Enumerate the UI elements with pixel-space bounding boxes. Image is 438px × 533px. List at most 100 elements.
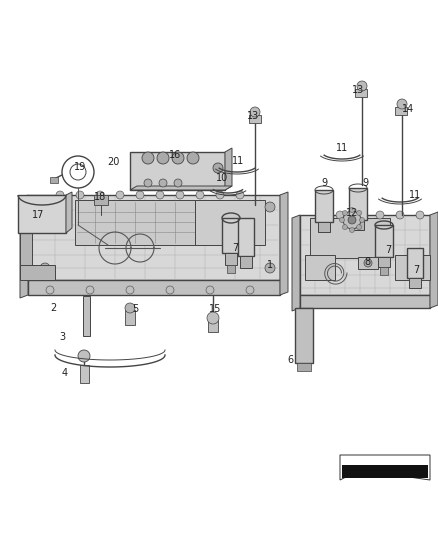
- Circle shape: [397, 99, 407, 109]
- Bar: [20, 265, 55, 280]
- Bar: [125, 310, 135, 325]
- Circle shape: [343, 211, 361, 229]
- Bar: [395, 255, 430, 280]
- Circle shape: [216, 191, 224, 199]
- Circle shape: [357, 224, 362, 230]
- Circle shape: [40, 263, 50, 273]
- Circle shape: [376, 211, 384, 219]
- Circle shape: [136, 191, 144, 199]
- Bar: [310, 218, 390, 258]
- Circle shape: [357, 81, 367, 91]
- Polygon shape: [66, 192, 72, 233]
- Circle shape: [78, 350, 90, 362]
- Text: 13: 13: [352, 85, 364, 95]
- Bar: [227, 265, 235, 273]
- Bar: [318, 222, 330, 232]
- Text: 18: 18: [94, 192, 106, 202]
- Text: 12: 12: [346, 208, 358, 218]
- Circle shape: [316, 211, 324, 219]
- Bar: [80, 365, 89, 383]
- Text: 16: 16: [169, 150, 181, 160]
- Bar: [249, 115, 261, 123]
- Text: 4: 4: [62, 368, 68, 378]
- Circle shape: [125, 303, 135, 313]
- Bar: [225, 253, 237, 265]
- Circle shape: [126, 286, 134, 294]
- Text: 17: 17: [32, 210, 44, 220]
- Circle shape: [156, 191, 164, 199]
- Circle shape: [176, 191, 184, 199]
- Text: 14: 14: [402, 104, 414, 114]
- Bar: [130, 152, 225, 190]
- Bar: [315, 190, 333, 222]
- Text: 7: 7: [232, 243, 238, 253]
- Bar: [240, 256, 252, 268]
- Circle shape: [86, 286, 94, 294]
- Circle shape: [364, 259, 372, 267]
- Circle shape: [196, 191, 204, 199]
- Bar: [50, 177, 58, 183]
- Bar: [355, 89, 367, 97]
- Bar: [83, 296, 90, 336]
- Bar: [18, 195, 66, 233]
- Polygon shape: [130, 186, 232, 190]
- Circle shape: [236, 191, 244, 199]
- Polygon shape: [292, 215, 300, 311]
- Text: 1: 1: [267, 260, 273, 270]
- Circle shape: [265, 263, 275, 273]
- Circle shape: [187, 152, 199, 164]
- Bar: [305, 255, 335, 280]
- Circle shape: [246, 286, 254, 294]
- Text: 7: 7: [413, 265, 419, 275]
- Bar: [407, 248, 423, 278]
- Circle shape: [159, 179, 167, 187]
- Polygon shape: [300, 215, 430, 295]
- Polygon shape: [430, 212, 438, 308]
- Polygon shape: [20, 195, 28, 298]
- Bar: [342, 465, 428, 478]
- Bar: [75, 200, 225, 245]
- Text: 10: 10: [216, 173, 228, 183]
- Circle shape: [350, 207, 354, 213]
- Bar: [195, 200, 265, 245]
- Circle shape: [348, 216, 356, 224]
- Bar: [375, 225, 393, 257]
- Circle shape: [396, 211, 404, 219]
- Bar: [94, 195, 108, 205]
- Circle shape: [76, 191, 84, 199]
- Bar: [378, 257, 390, 267]
- Polygon shape: [28, 280, 280, 295]
- Text: 13: 13: [247, 111, 259, 121]
- Circle shape: [116, 191, 124, 199]
- Bar: [20, 225, 32, 270]
- Circle shape: [213, 163, 223, 173]
- Bar: [222, 218, 240, 253]
- Text: 11: 11: [336, 143, 348, 153]
- Circle shape: [343, 211, 347, 215]
- Text: 9: 9: [321, 178, 327, 188]
- Circle shape: [172, 152, 184, 164]
- Text: 7: 7: [385, 245, 391, 255]
- Bar: [358, 257, 378, 269]
- Text: 19: 19: [74, 162, 86, 172]
- Bar: [295, 308, 313, 363]
- Circle shape: [416, 211, 424, 219]
- Bar: [297, 363, 311, 371]
- Text: 15: 15: [209, 304, 221, 314]
- Circle shape: [356, 211, 364, 219]
- Text: 5: 5: [132, 304, 138, 314]
- Polygon shape: [280, 192, 288, 295]
- Text: 2: 2: [50, 303, 56, 313]
- Text: 20: 20: [107, 157, 119, 167]
- Bar: [395, 107, 407, 115]
- Bar: [238, 218, 254, 256]
- Bar: [208, 320, 218, 332]
- Text: 3: 3: [59, 332, 65, 342]
- Text: 6: 6: [287, 355, 293, 365]
- Circle shape: [166, 286, 174, 294]
- Circle shape: [142, 152, 154, 164]
- Bar: [349, 188, 367, 220]
- Circle shape: [46, 286, 54, 294]
- Text: 9: 9: [362, 178, 368, 188]
- Bar: [409, 278, 421, 288]
